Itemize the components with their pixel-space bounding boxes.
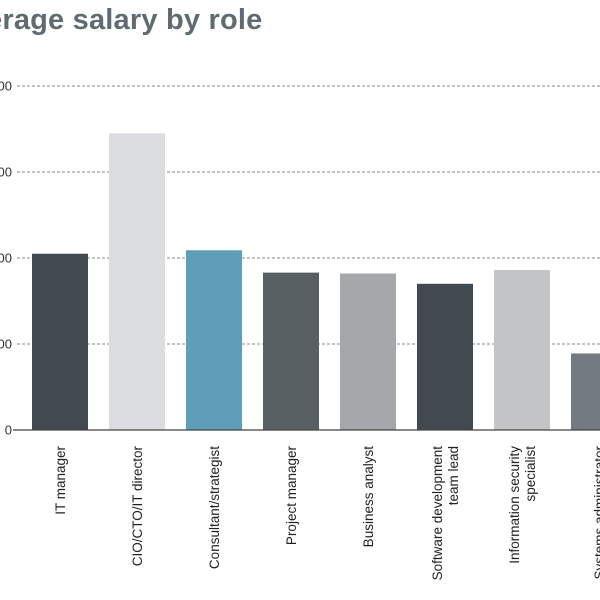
- category-label-line: Software development: [430, 446, 445, 581]
- category-label: Systems administrator: [592, 446, 600, 580]
- category-label-line: Project manager: [284, 446, 299, 546]
- category-label-line: team lead: [446, 446, 461, 505]
- category-label: Project manager: [284, 446, 299, 546]
- category-label: Business analyst: [361, 446, 376, 548]
- category-label-line: Systems administrator: [592, 446, 600, 580]
- category-label-line: Business analyst: [361, 446, 376, 548]
- bar: [494, 270, 550, 430]
- bar: [571, 353, 600, 430]
- y-tick-label: 000: [0, 79, 12, 94]
- y-tick-label: 000: [0, 337, 12, 352]
- category-label-line: IT manager: [53, 446, 68, 515]
- bar: [109, 133, 165, 431]
- category-label: Software developmentteam lead: [430, 446, 461, 581]
- chart-title: erage salary by role: [0, 4, 263, 36]
- category-label: CIO/CTO/IT director: [130, 446, 145, 567]
- bar: [417, 283, 473, 430]
- y-tick-label: 0: [5, 423, 12, 438]
- bar: [340, 273, 396, 430]
- bar: [263, 272, 319, 430]
- y-tick-label: 000: [0, 165, 12, 180]
- y-axis-tick-labels: 0000000000000: [0, 79, 12, 438]
- bar: [32, 253, 88, 430]
- category-label-line: CIO/CTO/IT director: [130, 446, 145, 567]
- category-label: Information securityspecialist: [507, 446, 538, 564]
- category-label: IT manager: [53, 446, 68, 515]
- category-label-line: Information security: [507, 446, 522, 564]
- bar: [186, 250, 242, 430]
- bars: [32, 133, 600, 431]
- category-label: Consultant/strategist: [207, 446, 222, 569]
- y-tick-label: 000: [0, 251, 12, 266]
- category-label-line: Consultant/strategist: [207, 446, 222, 569]
- category-label-line: specialist: [523, 446, 538, 502]
- category-labels: IT manager CIO/CTO/IT director Consultant/…: [53, 446, 600, 581]
